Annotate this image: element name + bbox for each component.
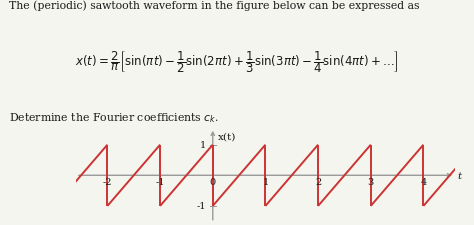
Text: Determine the Fourier coefficients $c_k$.: Determine the Fourier coefficients $c_k$…: [9, 110, 219, 124]
Text: 1: 1: [200, 141, 207, 149]
Text: The (periodic) sawtooth waveform in the figure below can be expressed as: The (periodic) sawtooth waveform in the …: [9, 0, 420, 11]
Text: 4: 4: [420, 178, 427, 187]
Text: 2: 2: [315, 178, 321, 187]
Text: -1: -1: [155, 178, 165, 187]
Text: t: t: [458, 171, 462, 180]
Text: $x(t) = \dfrac{2}{\pi}\left[\sin(\pi t) - \dfrac{1}{2}\sin(2\pi t) + \dfrac{1}{3: $x(t) = \dfrac{2}{\pi}\left[\sin(\pi t) …: [75, 50, 399, 75]
Text: x(t): x(t): [218, 132, 237, 141]
Text: 0: 0: [210, 178, 216, 187]
Text: -2: -2: [103, 178, 112, 187]
Text: 1: 1: [262, 178, 269, 187]
Text: 3: 3: [368, 178, 374, 187]
Text: -1: -1: [197, 202, 207, 210]
